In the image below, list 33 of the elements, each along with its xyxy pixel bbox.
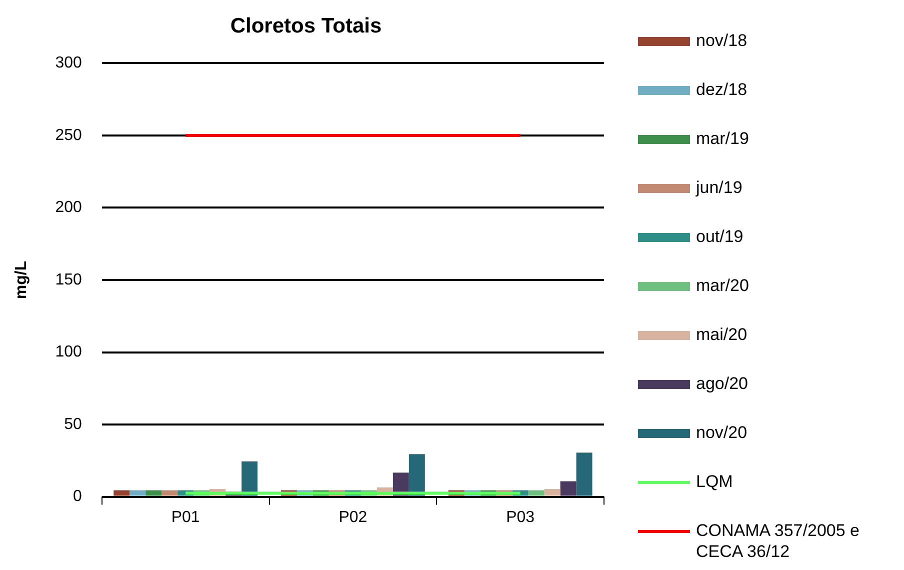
bar bbox=[114, 490, 130, 496]
x-tick-label: P02 bbox=[338, 508, 368, 526]
y-tick-label: 300 bbox=[55, 54, 82, 72]
y-tick-label: 50 bbox=[64, 416, 82, 433]
y-tick-label: 0 bbox=[72, 488, 82, 506]
legend-label: out/19 bbox=[696, 226, 744, 247]
legend-label: LQM bbox=[696, 471, 733, 492]
legend-label: mar/19 bbox=[696, 128, 749, 149]
bar bbox=[146, 490, 162, 496]
bar bbox=[130, 490, 146, 496]
legend-label: mai/20 bbox=[696, 324, 748, 345]
bar bbox=[162, 490, 178, 496]
legend-label: dez/18 bbox=[696, 79, 748, 100]
legend-label: CONAMA 357/2005 e CECA 36/12 bbox=[696, 520, 860, 562]
legend-label: ago/20 bbox=[696, 373, 748, 394]
legend-label: jun/19 bbox=[696, 177, 742, 198]
legend-label: nov/18 bbox=[696, 30, 748, 51]
y-tick-label: 250 bbox=[55, 126, 82, 144]
bar bbox=[560, 481, 576, 496]
legend-label: nov/20 bbox=[696, 422, 748, 443]
bar bbox=[576, 452, 592, 496]
chart-title: Cloretos Totais bbox=[230, 14, 382, 38]
bar bbox=[408, 454, 425, 496]
y-tick-label: 150 bbox=[55, 271, 82, 288]
x-tick-label: P01 bbox=[171, 508, 200, 526]
legend-label: mar/20 bbox=[696, 275, 749, 296]
bar bbox=[242, 461, 258, 496]
x-tick-label: P03 bbox=[506, 508, 535, 526]
y-axis-title: mg/L bbox=[13, 260, 30, 300]
y-tick-label: 200 bbox=[55, 199, 82, 216]
y-tick-label: 100 bbox=[55, 344, 82, 361]
bar bbox=[544, 488, 560, 496]
bar bbox=[528, 490, 544, 496]
